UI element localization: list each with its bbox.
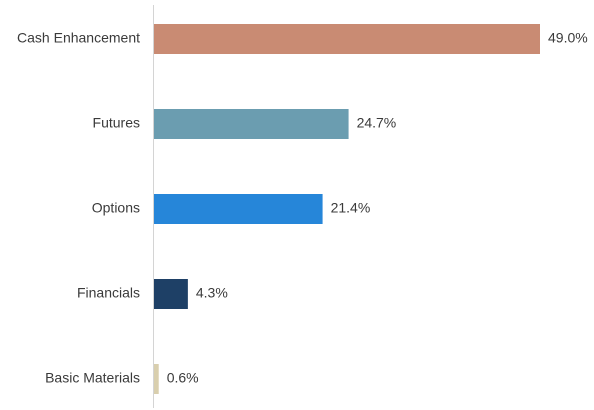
value-label: 24.7% bbox=[357, 115, 397, 131]
bar bbox=[154, 279, 188, 309]
category-label: Cash Enhancement bbox=[17, 30, 140, 46]
bar bbox=[154, 364, 159, 394]
category-label: Futures bbox=[93, 115, 140, 131]
category-label: Options bbox=[92, 200, 140, 216]
bar bbox=[154, 24, 540, 54]
category-label: Basic Materials bbox=[45, 370, 140, 386]
category-label: Financials bbox=[77, 285, 140, 301]
value-label: 49.0% bbox=[548, 30, 588, 46]
bar bbox=[154, 194, 323, 224]
value-label: 4.3% bbox=[196, 285, 228, 301]
value-label: 21.4% bbox=[331, 200, 371, 216]
value-label: 0.6% bbox=[167, 370, 199, 386]
bar bbox=[154, 109, 349, 139]
